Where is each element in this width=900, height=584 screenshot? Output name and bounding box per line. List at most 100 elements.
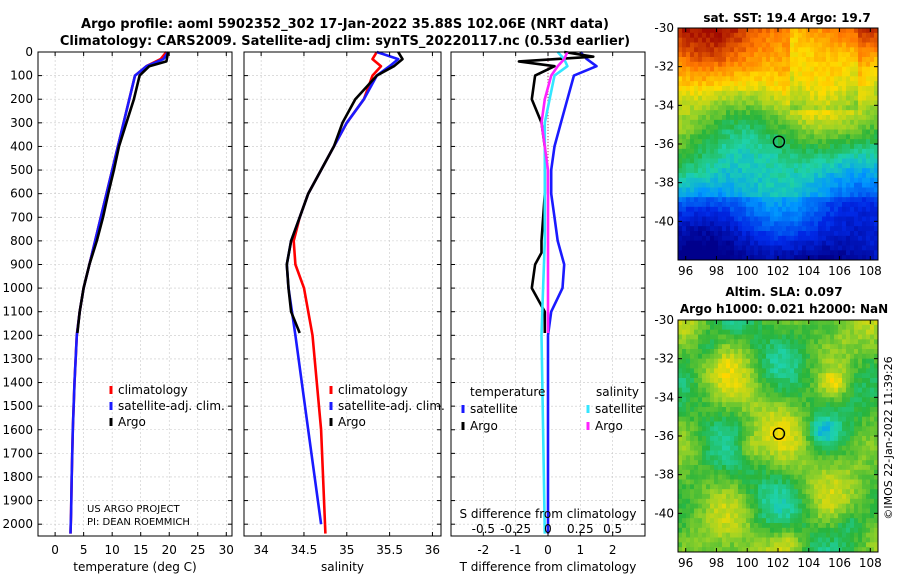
- heatmap-cell: [698, 197, 702, 202]
- heatmap-cell: [782, 388, 786, 393]
- heatmap-cell: [870, 110, 874, 115]
- heatmap-cell: [698, 509, 702, 514]
- heatmap-cell: [838, 33, 842, 38]
- heatmap-cell: [710, 207, 714, 212]
- heatmap-cell: [822, 513, 826, 518]
- heatmap-cell: [750, 110, 754, 115]
- heatmap-cell: [866, 412, 870, 417]
- heatmap-cell: [854, 178, 858, 183]
- heatmap-cell: [870, 226, 874, 231]
- heatmap-cell: [802, 183, 806, 188]
- heatmap-cell: [794, 422, 798, 427]
- heatmap-cell: [758, 125, 762, 130]
- heatmap-cell: [726, 192, 730, 197]
- heatmap-cell: [814, 173, 818, 178]
- heatmap-cell: [854, 393, 858, 398]
- heatmap-cell: [742, 217, 746, 222]
- heatmap-cell: [834, 504, 838, 509]
- heatmap-cell: [726, 330, 730, 335]
- heatmap-cell: [690, 159, 694, 164]
- heatmap-cell: [722, 402, 726, 407]
- heatmap-cell: [842, 422, 846, 427]
- heatmap-cell: [790, 528, 794, 533]
- heatmap-cell: [718, 154, 722, 159]
- heatmap-cell: [770, 354, 774, 359]
- heatmap-cell: [806, 364, 810, 369]
- heatmap-cell: [718, 388, 722, 393]
- heatmap-cell: [830, 81, 834, 86]
- heatmap-cell: [778, 475, 782, 480]
- heatmap-cell: [738, 192, 742, 197]
- heatmap-cell: [846, 455, 850, 460]
- heatmap-cell: [778, 250, 782, 255]
- heatmap-cell: [790, 393, 794, 398]
- heatmap-cell: [846, 330, 850, 335]
- heatmap-cell: [762, 139, 766, 144]
- heatmap-cell: [730, 125, 734, 130]
- heatmap-cell: [722, 173, 726, 178]
- heatmap-cell: [722, 509, 726, 514]
- heatmap-cell: [866, 504, 870, 509]
- heatmap-cell: [786, 480, 790, 485]
- heatmap-cell: [826, 168, 830, 173]
- heatmap-cell: [790, 388, 794, 393]
- heatmap-cell: [758, 349, 762, 354]
- heatmap-cell: [702, 330, 706, 335]
- heatmap-cell: [858, 221, 862, 226]
- heatmap-cell: [782, 52, 786, 57]
- heatmap-cell: [818, 217, 822, 222]
- heatmap-cell: [822, 475, 826, 480]
- heatmap-cell: [726, 33, 730, 38]
- heatmap-cell: [770, 202, 774, 207]
- heatmap-cell: [786, 159, 790, 164]
- heatmap-cell: [822, 217, 826, 222]
- heatmap-cell: [834, 178, 838, 183]
- heatmap-cell: [770, 455, 774, 460]
- heatmap-cell: [830, 28, 834, 33]
- heatmap-cell: [838, 28, 842, 33]
- heatmap-cell: [842, 417, 846, 422]
- heatmap-cell: [742, 134, 746, 139]
- heatmap-cell: [718, 422, 722, 427]
- heatmap-cell: [822, 62, 826, 67]
- heatmap-cell: [846, 207, 850, 212]
- heatmap-cell: [770, 465, 774, 470]
- heatmap-cell: [846, 513, 850, 518]
- heatmap-cell: [814, 484, 818, 489]
- heatmap-cell: [858, 149, 862, 154]
- heatmap-cell: [850, 335, 854, 340]
- heatmap-cell: [842, 373, 846, 378]
- heatmap-cell: [842, 86, 846, 91]
- heatmap-cell: [814, 47, 818, 52]
- heatmap-cell: [778, 246, 782, 251]
- heatmap-cell: [842, 349, 846, 354]
- heatmap-cell: [730, 250, 734, 255]
- heatmap-cell: [802, 518, 806, 523]
- heatmap-cell: [842, 246, 846, 251]
- heatmap-cell: [722, 134, 726, 139]
- heatmap-cell: [790, 339, 794, 344]
- heatmap-cell: [730, 335, 734, 340]
- heatmap-cell: [806, 354, 810, 359]
- heatmap-cell: [870, 221, 874, 226]
- heatmap-cell: [822, 115, 826, 120]
- heatmap-cell: [702, 504, 706, 509]
- heatmap-cell: [682, 62, 686, 67]
- heatmap-cell: [714, 489, 718, 494]
- heatmap-cell: [686, 241, 690, 246]
- heatmap-cell: [862, 86, 866, 91]
- heatmap-cell: [794, 402, 798, 407]
- heatmap-cell: [786, 105, 790, 110]
- heatmap-cell: [822, 480, 826, 485]
- heatmap-cell: [866, 470, 870, 475]
- heatmap-cell: [866, 441, 870, 446]
- heatmap-cell: [842, 359, 846, 364]
- heatmap-cell: [678, 475, 682, 480]
- y-tick-label: 1500: [2, 399, 33, 413]
- heatmap-cell: [722, 354, 726, 359]
- heatmap-cell: [818, 207, 822, 212]
- heatmap-cell: [834, 217, 838, 222]
- heatmap-cell: [770, 359, 774, 364]
- heatmap-cell: [722, 533, 726, 538]
- heatmap-cell: [730, 72, 734, 77]
